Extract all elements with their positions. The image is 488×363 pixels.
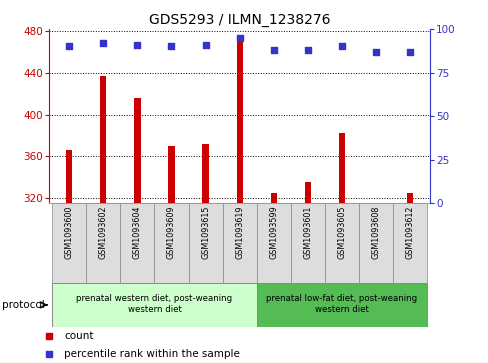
Point <box>269 47 277 53</box>
Bar <box>236 38 242 203</box>
Text: protocol: protocol <box>2 300 45 310</box>
Bar <box>270 193 276 203</box>
Bar <box>86 203 120 283</box>
Title: GDS5293 / ILMN_1238276: GDS5293 / ILMN_1238276 <box>148 13 330 26</box>
Point <box>201 42 209 48</box>
Bar <box>52 203 86 283</box>
Text: prenatal western diet, post-weaning
western diet: prenatal western diet, post-weaning west… <box>76 294 232 314</box>
Text: GSM1093599: GSM1093599 <box>268 206 278 260</box>
Bar <box>256 203 290 283</box>
Point <box>167 44 175 49</box>
Text: GSM1093604: GSM1093604 <box>133 206 142 259</box>
Bar <box>66 150 72 203</box>
Bar <box>392 203 426 283</box>
Point <box>99 40 107 46</box>
Bar <box>358 203 392 283</box>
Bar <box>134 98 140 203</box>
Point <box>405 49 413 54</box>
Point <box>235 35 243 41</box>
Text: GSM1093612: GSM1093612 <box>405 206 413 259</box>
Text: GSM1093600: GSM1093600 <box>65 206 74 259</box>
Bar <box>168 146 174 203</box>
Bar <box>100 76 106 203</box>
Bar <box>324 203 358 283</box>
Bar <box>154 203 188 283</box>
Text: GSM1093608: GSM1093608 <box>370 206 380 259</box>
Point <box>235 94 243 100</box>
Bar <box>52 283 256 327</box>
Text: percentile rank within the sample: percentile rank within the sample <box>64 349 240 359</box>
Text: GSM1093615: GSM1093615 <box>201 206 210 259</box>
Point <box>337 44 345 49</box>
Point <box>133 42 141 48</box>
Bar <box>256 283 426 327</box>
Bar <box>406 193 412 203</box>
Text: count: count <box>64 331 94 341</box>
Bar <box>290 203 324 283</box>
Text: GSM1093605: GSM1093605 <box>337 206 346 259</box>
Text: GSM1093601: GSM1093601 <box>303 206 311 259</box>
Bar <box>338 133 344 203</box>
Point <box>303 47 311 53</box>
Bar <box>222 203 256 283</box>
Point <box>371 49 379 54</box>
Bar <box>202 144 208 203</box>
Text: GSM1093619: GSM1093619 <box>235 206 244 259</box>
Text: GSM1093602: GSM1093602 <box>99 206 108 259</box>
Point <box>65 44 73 49</box>
Text: GSM1093609: GSM1093609 <box>167 206 176 259</box>
Point <box>235 260 243 265</box>
Text: prenatal low-fat diet, post-weaning
western diet: prenatal low-fat diet, post-weaning west… <box>265 294 416 314</box>
Bar <box>304 183 310 203</box>
Bar <box>188 203 222 283</box>
Bar <box>120 203 154 283</box>
